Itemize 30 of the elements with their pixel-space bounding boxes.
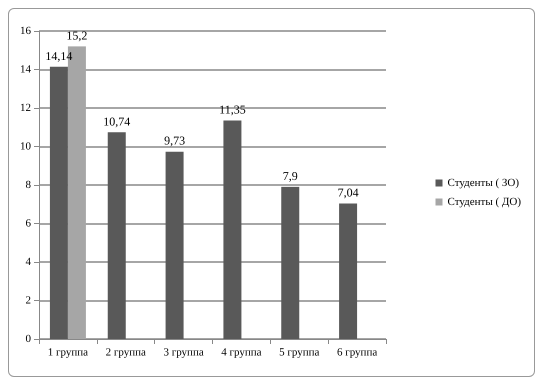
bar [50, 66, 68, 339]
legend-label: Студенты ( ДО) [448, 196, 522, 208]
y-tick-label: 14 [20, 64, 32, 76]
y-tick-label: 12 [20, 102, 31, 114]
x-tick-label: 2 группа [106, 346, 146, 358]
bar [108, 132, 126, 339]
y-tick-label: 10 [20, 140, 32, 152]
y-tick-label: 0 [26, 333, 32, 345]
x-tick-label: 5 группа [279, 346, 320, 358]
legend-label: Студенты ( ЗО) [448, 177, 520, 189]
data-label: 11,35 [219, 102, 246, 117]
x-tick-label: 6 группа [336, 346, 378, 358]
data-label: 7,04 [338, 185, 359, 200]
x-tick-label: 4 группа [221, 346, 262, 358]
y-tick-label: 6 [26, 218, 32, 230]
bar [339, 203, 358, 339]
data-label: 15,2 [66, 28, 88, 42]
y-tick-label: 2 [26, 294, 31, 306]
bar [281, 186, 300, 339]
y-tick-label: 16 [20, 25, 32, 37]
x-tick-label: 1 группа [48, 346, 88, 358]
y-tick-label: 4 [26, 256, 32, 268]
bar [166, 152, 184, 339]
bar [223, 120, 242, 339]
x-tick-label: 3 группа [163, 346, 204, 358]
data-label: 9,73 [164, 134, 186, 148]
y-tick-label: 8 [26, 179, 32, 191]
data-label: 10,74 [103, 114, 130, 128]
data-label: 14,14 [45, 48, 72, 63]
data-label: 7,9 [282, 168, 298, 183]
